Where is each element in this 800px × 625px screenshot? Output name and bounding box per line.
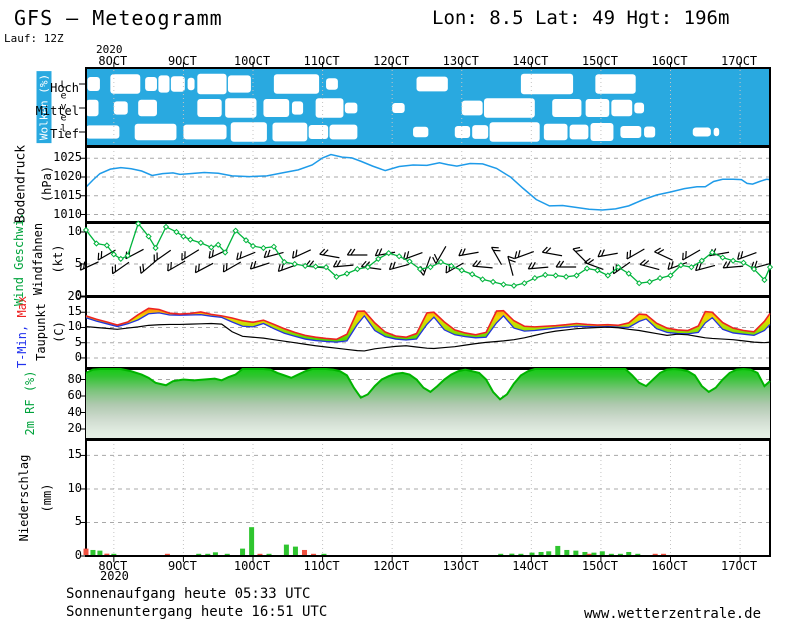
clouds-level-label: Level [58, 79, 69, 135]
humidity-curve [85, 367, 771, 401]
day-tick-14OCT: 14OCT [512, 54, 549, 68]
pressure-ytick-1015: 1015 [53, 187, 82, 202]
cloud-row-mittel-label: Mittel [35, 104, 79, 118]
run-label: Lauf: 12Z [4, 32, 64, 45]
wind-speed-curve [82, 220, 774, 289]
precip-unit-label: (mm) [40, 483, 54, 513]
dewpoint-curve [85, 322, 771, 352]
day-tick-11OCT: 11OCT [303, 54, 340, 68]
wind-barbs [79, 246, 771, 276]
day-tick-16OCT: 16OCT [651, 559, 688, 573]
sunrise-label: Sonnenaufgang heute 05:33 UTC [66, 586, 311, 602]
page-title: GFS – Meteogramm [14, 6, 223, 30]
day-tick-15OCT: 15OCT [581, 559, 618, 573]
wind-ytick-0: 0 [74, 288, 82, 302]
temp-ytick-10: 10 [67, 319, 82, 334]
day-tick-8OCT: 8OCT [98, 54, 128, 68]
day-tick-17OCT: 17OCT [721, 54, 758, 68]
temp-ytick-15: 15 [67, 304, 82, 319]
precip-panel-label: Niederschlag [17, 454, 31, 542]
precip-ytick-10: 10 [67, 480, 82, 495]
temp-ytick-5: 5 [74, 334, 82, 349]
day-tick-16OCT: 16OCT [651, 54, 688, 68]
precip-bars [83, 527, 667, 555]
day-tick-15OCT: 15OCT [581, 54, 618, 68]
clouds-panel [79, 67, 771, 147]
day-tick-10OCT: 10OCT [233, 54, 271, 68]
day-tick-13OCT: 13OCT [442, 559, 479, 573]
day-tick-13OCT: 13OCT [442, 54, 479, 68]
day-tick-14OCT: 14OCT [512, 559, 549, 573]
temp-max-curve [85, 307, 771, 341]
temp-panel-label: T-Min, Max [15, 296, 29, 368]
year-label-top: 2020 [96, 43, 123, 56]
rh-ytick-20: 20 [67, 421, 82, 435]
day-tick-9OCT: 9OCT [167, 54, 197, 68]
precip-panel [85, 439, 771, 557]
pressure-ytick-1010: 1010 [53, 206, 82, 221]
humidity-panel-label: 2m RF (%) [23, 370, 37, 436]
wind-ytick-5: 5 [74, 255, 82, 270]
pressure-ytick-1020: 1020 [53, 169, 82, 183]
wind-speed-panel-label: Wind Geschwi. [12, 212, 26, 306]
wind-ytick-10: 10 [67, 223, 82, 238]
day-tick-11OCT: 11OCT [303, 559, 340, 573]
day-ticks [113, 62, 741, 562]
humidity-area [86, 369, 770, 438]
cloud-row-hoch-label: Hoch [50, 81, 79, 95]
pressure-panel [85, 146, 771, 223]
wind-unit-label: (kt) [51, 244, 65, 274]
sunset-label: Sonnenuntergang heute 16:51 UTC [66, 604, 328, 620]
temp-min-label: T-Min, [15, 324, 29, 369]
precip-ytick-5: 5 [74, 514, 82, 529]
location-label: Lon: 8.5 Lat: 49 Hgt: 196m [432, 7, 730, 29]
pressure-unit-label: (hPa) [40, 165, 54, 203]
day-tick-12OCT: 12OCT [373, 559, 410, 573]
precip-ytick-0: 0 [74, 548, 82, 562]
dewpoint-panel-label: Taupunkt [34, 303, 48, 361]
precip-ytick-15: 15 [67, 447, 82, 462]
temp-unit-label: (C) [52, 321, 66, 343]
cloud-row-tief-label: Tief [50, 127, 79, 141]
day-tick-8OCT: 8OCT [98, 559, 128, 573]
wind-panel [85, 222, 771, 297]
day-tick-17OCT: 17OCT [721, 559, 758, 573]
rh-ytick-60: 60 [67, 388, 82, 402]
temp-ytick-0: 0 [74, 349, 82, 364]
temp-band [86, 308, 770, 343]
pressure-ytick-1025: 1025 [53, 150, 82, 165]
wind-barbs-panel-label: Windfahnen [31, 222, 45, 296]
day-tick-10OCT: 10OCT [233, 559, 271, 573]
rh-ytick-80: 80 [67, 371, 82, 386]
rh-ytick-40: 40 [67, 404, 82, 419]
website-watermark: www.wetterzentrale.de [584, 606, 762, 622]
year-label-bottom: 2020 [100, 569, 129, 583]
temp-min-curve [85, 312, 771, 343]
temp-max-label: Max [15, 295, 29, 318]
day-tick-12OCT: 12OCT [373, 54, 410, 68]
day-tick-9OCT: 9OCT [167, 559, 197, 573]
temp-ytick-20: 20 [67, 289, 82, 303]
